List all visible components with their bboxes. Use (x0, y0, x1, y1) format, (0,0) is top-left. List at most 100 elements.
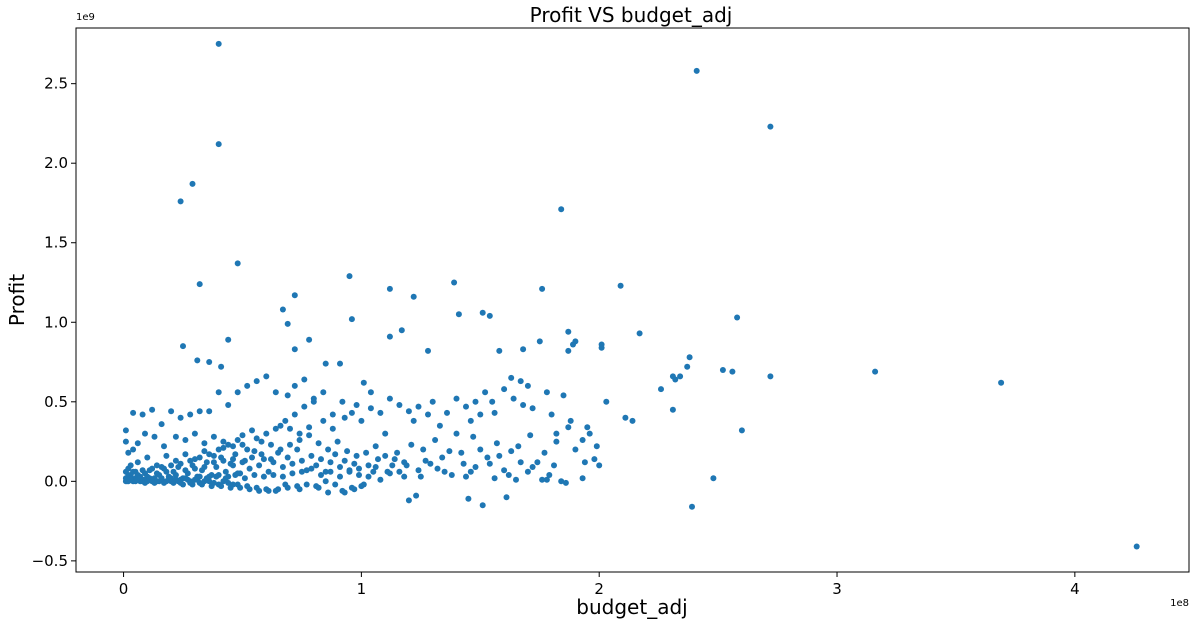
data-point (358, 417, 365, 424)
data-point (686, 354, 693, 361)
data-point (277, 422, 284, 429)
data-point (313, 462, 320, 469)
data-point (872, 368, 879, 375)
data-point (222, 468, 229, 475)
data-point (196, 473, 203, 480)
data-point (203, 459, 210, 466)
data-point (263, 373, 270, 380)
data-point (272, 425, 279, 432)
data-point (270, 472, 277, 478)
data-point (232, 451, 239, 458)
data-point (306, 432, 313, 439)
data-point (315, 440, 322, 447)
data-point (287, 441, 293, 448)
data-point (356, 472, 362, 478)
data-point (325, 489, 332, 496)
data-point (218, 483, 225, 490)
data-point (310, 395, 317, 402)
data-point (524, 468, 531, 475)
data-point (284, 484, 291, 491)
data-point (565, 424, 572, 431)
data-point (291, 411, 298, 418)
data-point (348, 409, 355, 416)
data-point (329, 425, 336, 432)
data-point (515, 443, 522, 450)
data-point (332, 481, 339, 488)
data-point (565, 328, 572, 335)
data-point (581, 459, 588, 466)
data-point (372, 443, 379, 450)
data-point (513, 476, 519, 483)
data-point (182, 451, 189, 458)
data-point (998, 379, 1005, 386)
data-point (337, 473, 343, 480)
data-point (398, 327, 405, 334)
data-point (320, 417, 327, 424)
data-point (351, 486, 358, 493)
data-point (689, 503, 695, 510)
x-axis-offset-label: 1e8 (1170, 598, 1189, 609)
data-point (684, 363, 691, 370)
y-axis-offset-label: 1e9 (76, 12, 95, 23)
data-point (272, 389, 279, 396)
x-tick-label: 4 (1070, 580, 1080, 598)
data-point (598, 344, 605, 351)
data-point (158, 464, 165, 470)
data-point (360, 481, 367, 488)
data-point (560, 392, 567, 399)
data-point (191, 456, 198, 463)
data-point (218, 363, 225, 370)
data-point (322, 360, 329, 367)
data-point (351, 460, 358, 467)
data-point (565, 347, 572, 354)
data-point (163, 468, 170, 475)
data-point (344, 448, 351, 455)
y-tick-label: 1.5 (44, 234, 68, 252)
data-point (253, 435, 260, 442)
data-point (536, 338, 543, 345)
data-point (284, 454, 291, 461)
data-point (334, 438, 341, 445)
data-point (408, 441, 415, 448)
data-point (191, 465, 198, 472)
data-point (622, 414, 629, 421)
data-point (410, 293, 417, 300)
data-point (296, 430, 303, 437)
data-point (249, 454, 255, 461)
data-point (548, 411, 555, 418)
data-point (453, 430, 460, 437)
data-point (672, 376, 679, 383)
data-point (332, 451, 339, 458)
data-point (444, 409, 450, 416)
y-tick-label: 2.5 (44, 75, 68, 93)
data-point (346, 273, 353, 280)
data-point (225, 473, 232, 480)
data-point (139, 411, 146, 418)
data-point (172, 472, 179, 478)
data-point (168, 408, 175, 415)
x-tick-label: 0 (119, 580, 129, 598)
data-point (206, 451, 213, 458)
data-point (415, 403, 422, 410)
data-point (356, 465, 362, 472)
data-point (553, 438, 560, 445)
data-point (241, 475, 248, 482)
data-point (710, 475, 717, 482)
data-point (491, 409, 498, 416)
data-point (337, 360, 343, 367)
data-point (177, 460, 184, 467)
data-point (489, 398, 496, 405)
data-point (294, 446, 301, 453)
data-point (215, 446, 222, 453)
data-point (279, 306, 286, 313)
data-point (210, 452, 217, 459)
data-point (553, 430, 560, 437)
data-point (346, 468, 353, 475)
data-point (289, 470, 296, 477)
data-point (234, 260, 241, 267)
data-point (693, 67, 700, 74)
data-point (122, 427, 129, 434)
data-point (206, 359, 213, 365)
data-point (161, 443, 167, 450)
data-point (153, 462, 160, 469)
